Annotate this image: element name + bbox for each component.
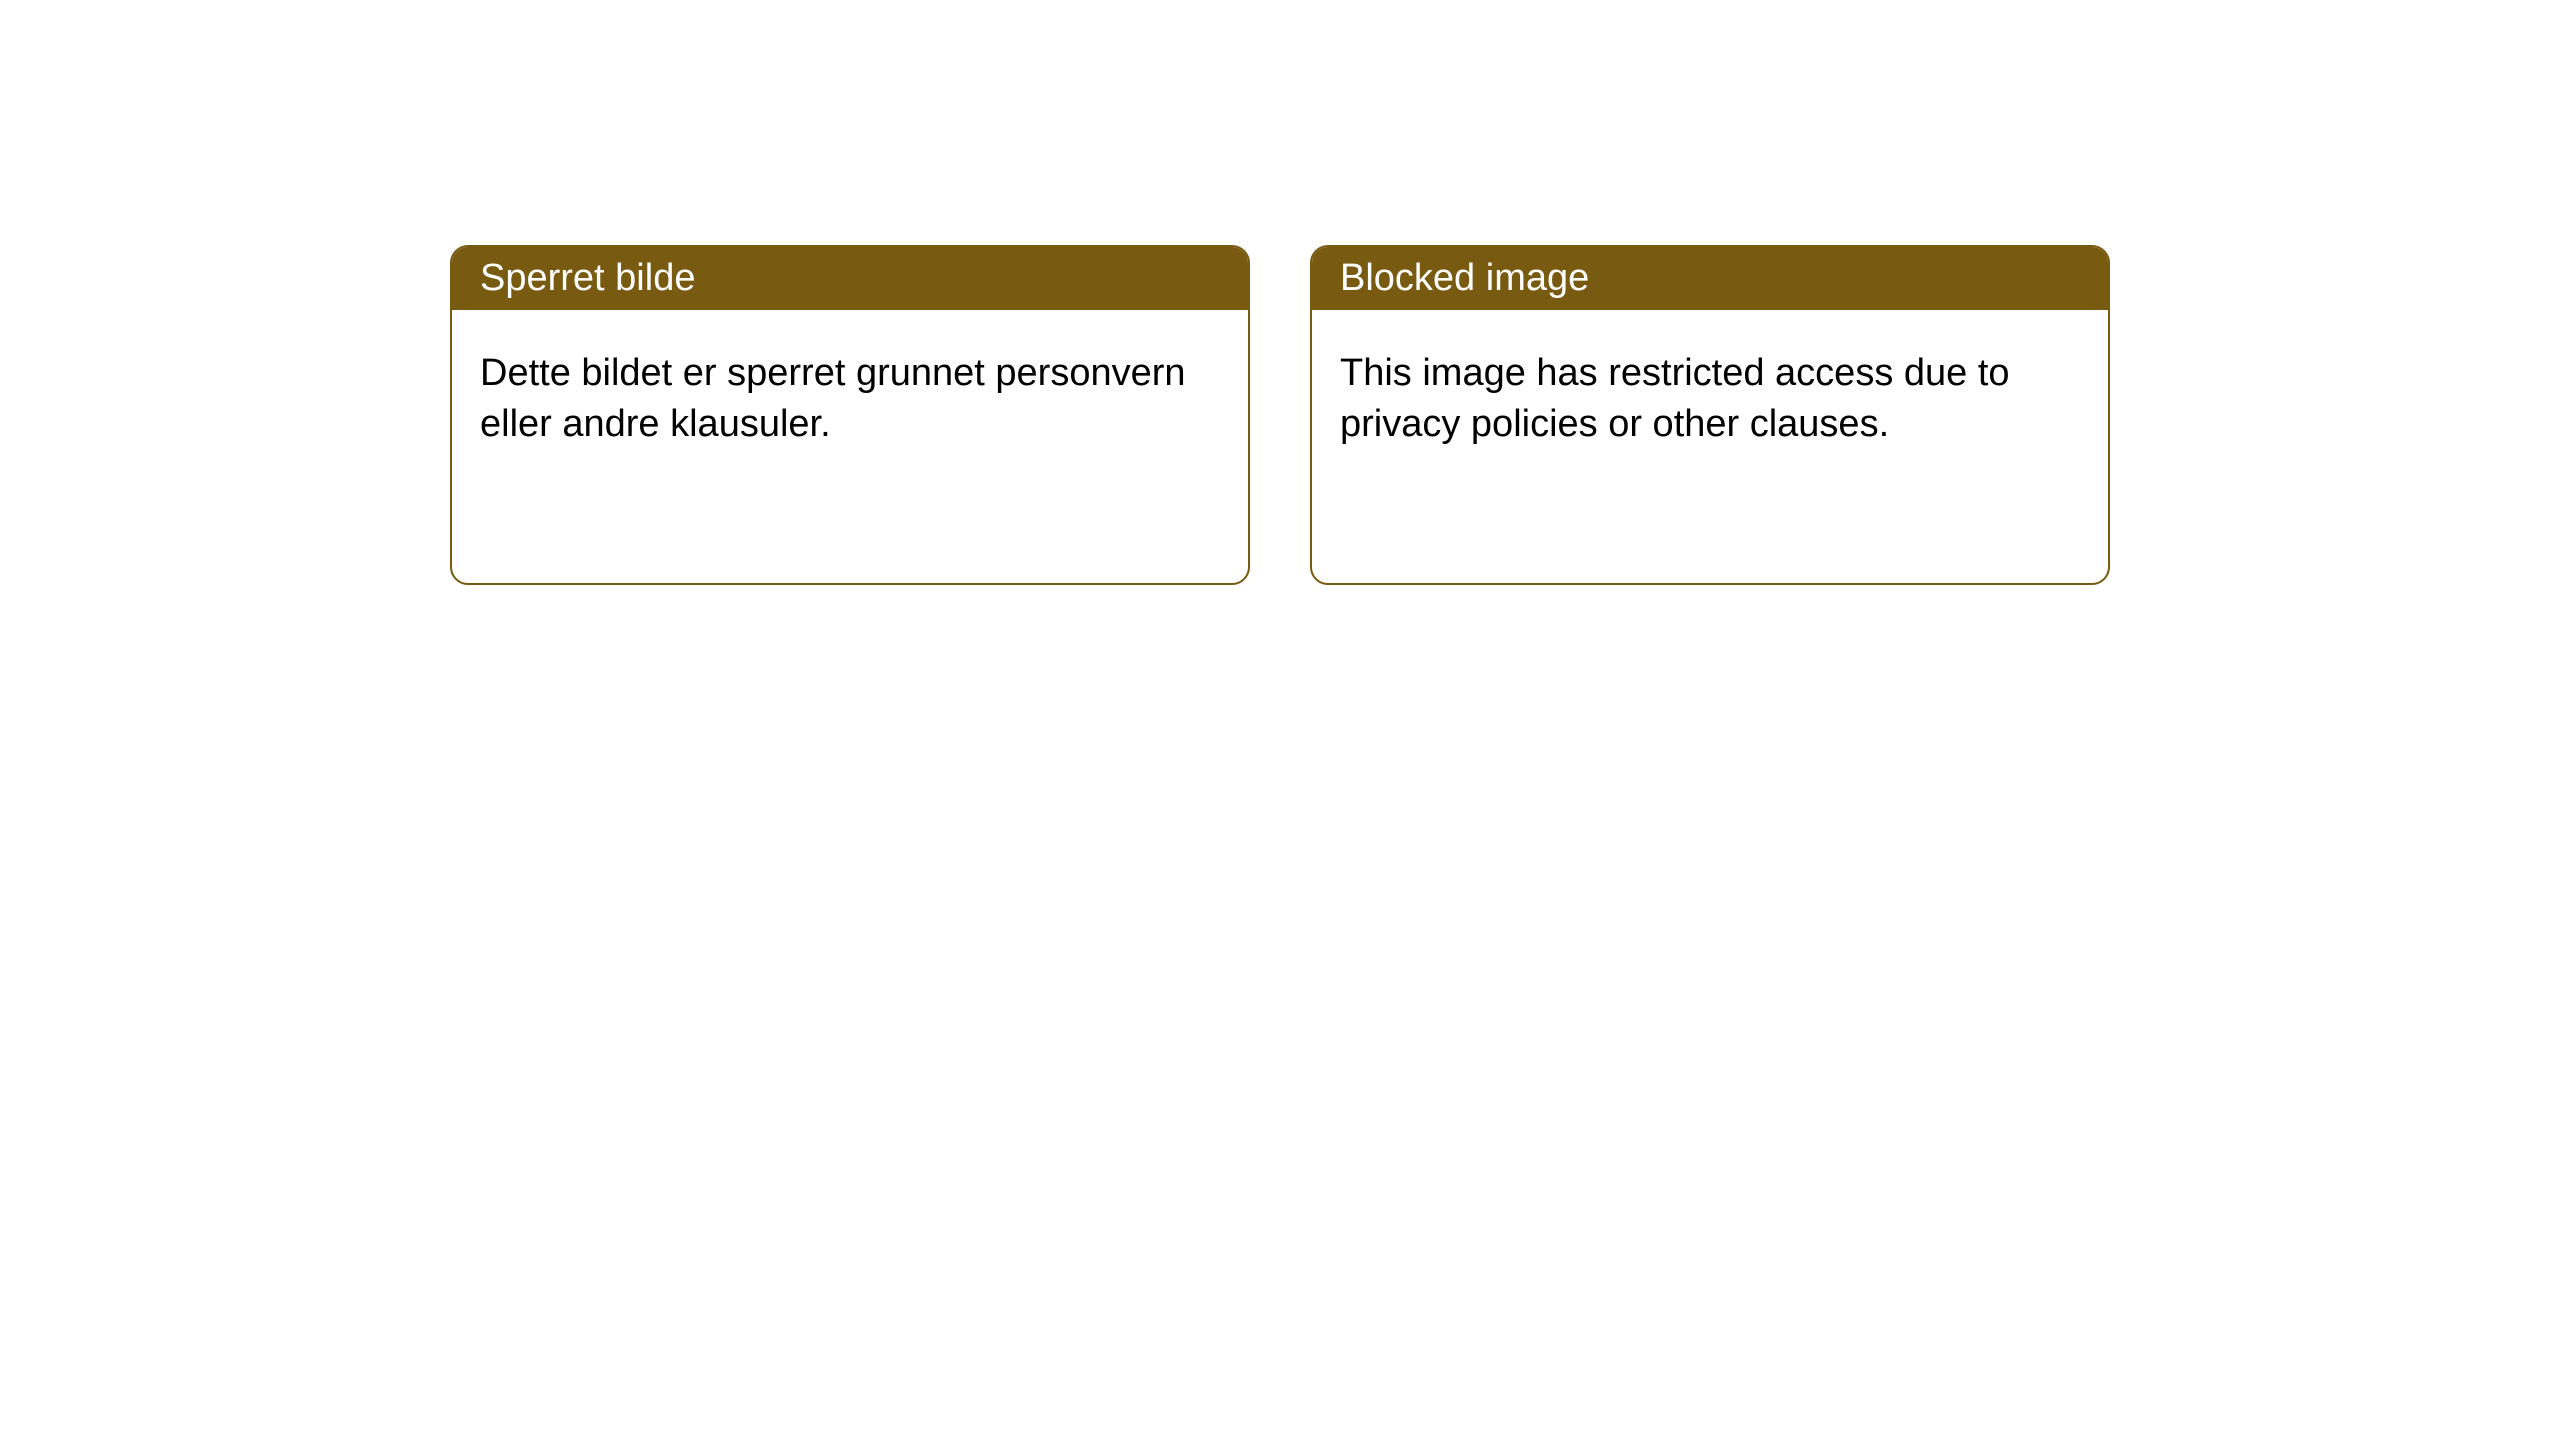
card-title-no: Sperret bilde <box>480 257 695 299</box>
card-text-no: Dette bildet er sperret grunnet personve… <box>480 352 1186 445</box>
card-header-no: Sperret bilde <box>452 247 1248 310</box>
blocked-image-card-en: Blocked image This image has restricted … <box>1310 245 2110 585</box>
card-body-no: Dette bildet er sperret grunnet personve… <box>452 310 1248 489</box>
card-title-en: Blocked image <box>1340 257 1589 299</box>
blocked-image-card-no: Sperret bilde Dette bildet er sperret gr… <box>450 245 1250 585</box>
card-body-en: This image has restricted access due to … <box>1312 310 2108 489</box>
card-text-en: This image has restricted access due to … <box>1340 352 2010 445</box>
notice-container: Sperret bilde Dette bildet er sperret gr… <box>0 0 2560 585</box>
card-header-en: Blocked image <box>1312 247 2108 310</box>
